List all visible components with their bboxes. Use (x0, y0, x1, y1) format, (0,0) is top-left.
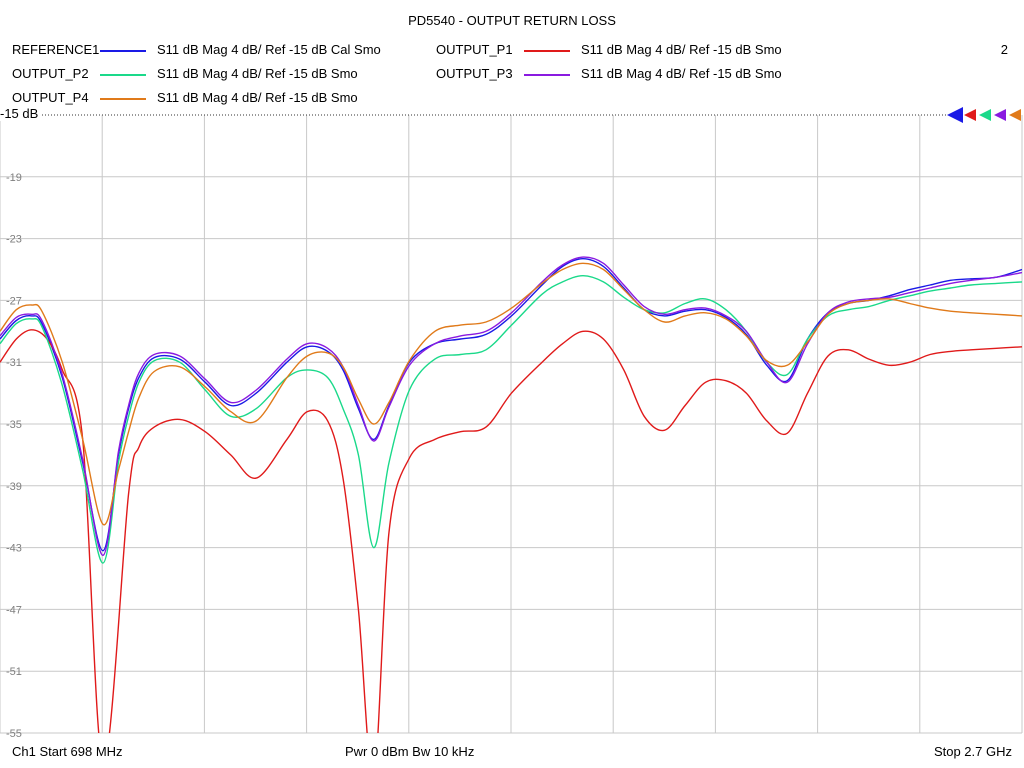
footer-stop: Stop 2.7 GHz (933, 744, 1012, 759)
legend-swatch (100, 50, 146, 52)
legend-entry-output-p4: OUTPUT_P4 S11 dB Mag 4 dB/ Ref -15 dB Sm… (12, 90, 432, 108)
y-tick-label: -51 (6, 666, 22, 678)
y-tick-label: -39 (6, 481, 22, 493)
legend-swatch (524, 50, 570, 52)
legend-swatch (100, 74, 146, 76)
series-line-output-p3 (0, 256, 1022, 557)
legend-name: OUTPUT_P4 (12, 90, 89, 105)
reference-marker-reference1 (947, 107, 963, 123)
legend-entry-output-p3: OUTPUT_P3 S11 dB Mag 4 dB/ Ref -15 dB Sm… (436, 66, 856, 84)
reference-marker-output-p3 (994, 109, 1006, 121)
legend-desc: S11 dB Mag 4 dB/ Ref -15 dB Smo (581, 42, 782, 57)
legend-name: OUTPUT_P1 (436, 42, 513, 57)
legend-desc: S11 dB Mag 4 dB/ Ref -15 dB Cal Smo (157, 42, 381, 57)
y-tick-label: -43 (6, 543, 22, 555)
legend-swatch (100, 98, 146, 100)
y-tick-label: -47 (6, 604, 22, 616)
channel-number: 2 (1000, 42, 1008, 57)
y-tick-label: -31 (6, 357, 22, 369)
legend-entry-output-p2: OUTPUT_P2 S11 dB Mag 4 dB/ Ref -15 dB Sm… (12, 66, 432, 84)
legend-name: REFERENCE1 (12, 42, 100, 57)
y-tick-label: -19 (6, 172, 22, 184)
reference-marker-output-p1 (964, 109, 976, 121)
chart-title: PD5540 - OUTPUT RETURN LOSS (408, 13, 616, 28)
reference-marker-output-p2 (979, 109, 991, 121)
legend-name: OUTPUT_P3 (436, 66, 513, 81)
series-line-output-p4 (0, 262, 1022, 526)
legend-entry-output-p1: OUTPUT_P1 S11 dB Mag 4 dB/ Ref -15 dB Sm… (436, 42, 856, 60)
y-tick-label: -23 (6, 234, 22, 246)
series-line-output-p2 (0, 274, 1022, 564)
series-line-output-p1 (0, 329, 1022, 733)
y-tick-label: -27 (6, 295, 22, 307)
legend-swatch (524, 74, 570, 76)
legend-entry-reference1: REFERENCE1 S11 dB Mag 4 dB/ Ref -15 dB C… (12, 42, 432, 60)
footer-power: Pwr 0 dBm Bw 10 kHz (345, 744, 475, 759)
legend-desc: S11 dB Mag 4 dB/ Ref -15 dB Smo (581, 66, 782, 81)
y-tick-label: -55 (6, 728, 22, 740)
reference-marker-output-p4 (1009, 109, 1021, 121)
footer-start: Ch1 Start 698 MHz (12, 744, 123, 759)
y-tick-label: -35 (6, 419, 22, 431)
reference-level-label: -15 dB (0, 106, 41, 121)
legend-desc: S11 dB Mag 4 dB/ Ref -15 dB Smo (157, 66, 358, 81)
legend-desc: S11 dB Mag 4 dB/ Ref -15 dB Smo (157, 90, 358, 105)
legend-name: OUTPUT_P2 (12, 66, 89, 81)
